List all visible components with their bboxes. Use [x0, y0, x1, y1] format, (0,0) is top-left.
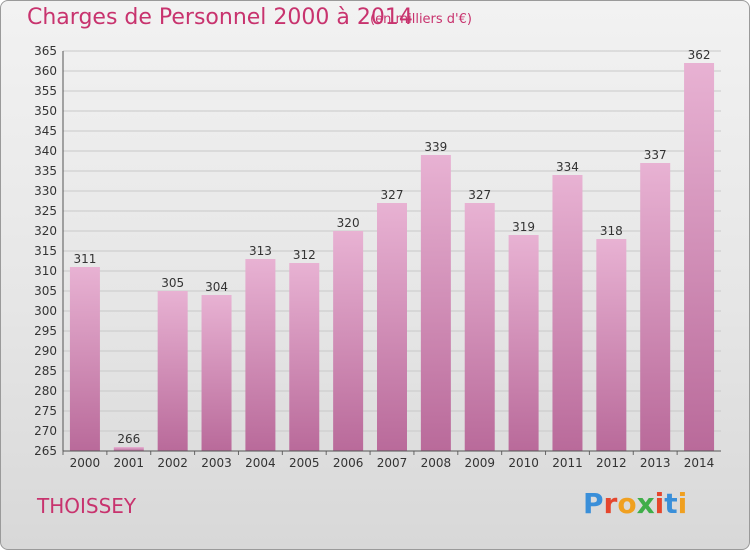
bar: [552, 175, 583, 451]
y-tick-label: 350: [34, 104, 57, 118]
bar: [508, 235, 539, 451]
y-tick-label: 365: [34, 44, 57, 58]
bar: [684, 63, 715, 451]
value-label: 313: [249, 244, 272, 258]
chart-title: Charges de Personnel 2000 à 2014: [27, 5, 413, 30]
value-label: 305: [161, 276, 184, 290]
value-label: 266: [117, 432, 140, 446]
bar: [69, 267, 100, 451]
y-axis-ticks: 265 270 275 280 285 290 295 300 305 310 315 320 325 3…: [34, 44, 57, 458]
y-tick-label: 310: [34, 264, 57, 278]
logo-letter: x: [636, 487, 655, 520]
bar: [201, 295, 232, 451]
y-tick-label: 335: [34, 164, 57, 178]
bar: [464, 203, 495, 451]
bar: [596, 239, 627, 451]
value-label: 327: [381, 188, 404, 202]
bar: [377, 203, 407, 451]
logo-letter: P: [583, 487, 604, 520]
value-label: 319: [512, 220, 535, 234]
y-tick-label: 340: [34, 144, 57, 158]
bar: [157, 291, 188, 451]
y-tick-label: 305: [34, 284, 57, 298]
bar: [113, 447, 144, 451]
logo-letter: i: [677, 487, 688, 520]
bar: [333, 231, 364, 451]
bar: [640, 163, 671, 451]
y-tick-label: 325: [34, 204, 57, 218]
logo-letter: i: [654, 487, 665, 520]
logo-letter: o: [617, 487, 637, 520]
x-axis-ticks: 2000 2001 2002 2003 2004 2005 2006 2007 2008 2009…: [62, 451, 715, 470]
y-tick-label: 285: [34, 364, 57, 378]
x-tick-label: 2014: [684, 456, 715, 470]
y-tick-label: 275: [34, 404, 57, 418]
chart-subtitle: (en milliers d'€): [370, 12, 472, 27]
y-tick-label: 360: [34, 64, 57, 78]
x-tick-label: 2013: [640, 456, 671, 470]
bars: [69, 63, 715, 451]
bar: [245, 259, 276, 451]
value-label: 304: [205, 280, 228, 294]
logo-letter: r: [603, 487, 618, 520]
value-label: 339: [424, 140, 447, 154]
x-tick-label: 2010: [508, 456, 539, 470]
value-label: 311: [73, 252, 96, 266]
x-tick-label: 2002: [157, 456, 188, 470]
value-label: 312: [293, 248, 316, 262]
value-labels: 311 266 305 304 313 312 320 327 339 327 319 334 318 3…: [73, 48, 710, 446]
value-label: 320: [337, 216, 360, 230]
y-tick-label: 270: [34, 424, 57, 438]
commune-name: THOISSEY: [37, 494, 137, 518]
x-tick-label: 2007: [377, 456, 408, 470]
x-tick-label: 2004: [245, 456, 276, 470]
x-tick-label: 2003: [201, 456, 232, 470]
x-tick-label: 2011: [552, 456, 583, 470]
logo-letter: t: [664, 487, 678, 520]
y-tick-label: 290: [34, 344, 57, 358]
x-tick-label: 2006: [333, 456, 364, 470]
bar: [289, 263, 320, 451]
value-label: 337: [644, 148, 667, 162]
proxiti-logo[interactable]: Proxiti: [583, 487, 687, 520]
y-tick-label: 345: [34, 124, 57, 138]
y-tick-label: 265: [34, 444, 57, 458]
y-tick-label: 300: [34, 304, 57, 318]
x-tick-label: 2005: [289, 456, 320, 470]
value-label: 318: [600, 224, 623, 238]
x-tick-label: 2008: [421, 456, 452, 470]
y-tick-label: 355: [34, 84, 57, 98]
y-tick-label: 330: [34, 184, 57, 198]
y-tick-label: 320: [34, 224, 57, 238]
y-tick-label: 315: [34, 244, 57, 258]
y-tick-label: 280: [34, 384, 57, 398]
bar: [420, 155, 451, 451]
y-tick-label: 295: [34, 324, 57, 338]
x-tick-label: 2012: [596, 456, 627, 470]
x-tick-label: 2000: [70, 456, 101, 470]
axes: [62, 51, 721, 452]
x-tick-label: 2001: [114, 456, 145, 470]
value-label: 327: [468, 188, 491, 202]
x-tick-label: 2009: [464, 456, 495, 470]
value-label: 334: [556, 160, 579, 174]
value-label: 362: [688, 48, 711, 62]
